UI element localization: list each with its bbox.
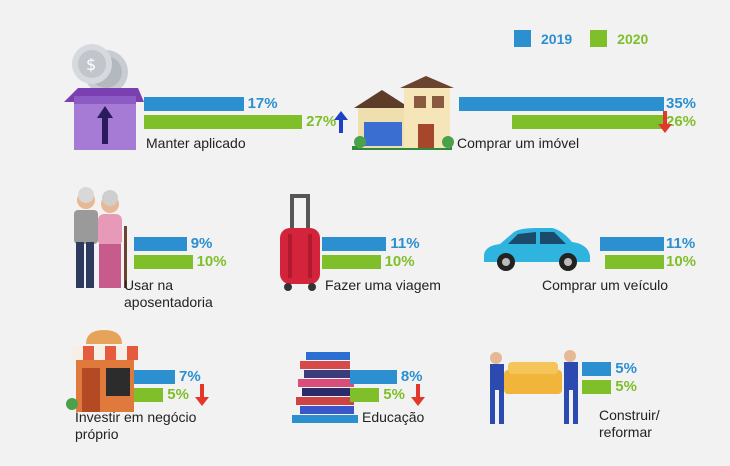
category-label-3: Fazer uma viagem [325, 277, 441, 294]
books-illustration [292, 352, 358, 423]
category-label-5: Investir em negócio próprio [75, 409, 196, 443]
svg-text:$: $ [86, 55, 96, 74]
value-label-2020-0: 27% [306, 113, 337, 130]
bar-2019-1 [459, 97, 664, 111]
bar-2019-6 [350, 370, 397, 384]
category-label-line: Fazer uma viagem [325, 277, 441, 293]
bar-2020-6 [350, 388, 380, 402]
shop-illustration [66, 330, 138, 412]
value-label-2020-2: 10% [196, 253, 227, 270]
category-label-2: Usar na aposentadoria [124, 277, 213, 311]
value-label-2020-1: 26% [666, 113, 697, 130]
legend-label-2020: 2020 [617, 30, 649, 47]
category-label-6: Educação [362, 409, 424, 426]
legend-swatch-2020 [590, 30, 608, 47]
trend-up-arrow-icon [334, 111, 349, 133]
category-label-7: Construir/reformar [599, 407, 660, 441]
category-label-line: Usar na [124, 277, 174, 293]
legend: 2019 2020 [514, 30, 656, 47]
value-label-2020-6: 5% [383, 386, 405, 403]
trend-down-arrow-icon [195, 384, 210, 406]
category-label-line: Investir em negócio [75, 409, 197, 425]
category-label-4: Comprar um veículo [542, 277, 668, 294]
value-label-2020-3: 10% [384, 253, 415, 270]
bar-2019-0 [144, 97, 244, 111]
suitcase-illustration [280, 194, 320, 291]
legend-swatch-2019 [514, 30, 531, 47]
value-label-2019-3: 11% [390, 235, 420, 252]
box-coins-illustration: $ [64, 44, 144, 150]
value-label-2019-6: 8% [400, 368, 423, 385]
value-label-2019-0: 17% [247, 95, 278, 112]
bar-2020-3 [322, 255, 381, 269]
category-label-line: aposentadoria [124, 294, 213, 310]
category-label-line: reformar [599, 424, 652, 440]
car-illustration [484, 228, 590, 271]
category-label-1: Comprar um imóvel [457, 135, 579, 152]
bar-2020-1 [511, 115, 664, 129]
value-label-2020-7: 5% [615, 378, 637, 395]
bar-2020-2 [134, 255, 193, 269]
value-label-2020-4: 10% [666, 253, 697, 270]
value-label-2019-1: 35% [666, 95, 697, 112]
bar-2020-5 [134, 388, 164, 402]
movers-illustration [490, 350, 578, 424]
elderly-couple-illustration [74, 187, 127, 288]
category-label-line: Comprar um imóvel [457, 135, 580, 151]
category-label-line: Comprar um veículo [542, 277, 669, 293]
bar-2019-7 [582, 362, 612, 376]
value-label-2020-5: 5% [167, 386, 189, 403]
category-label-0: Manter aplicado [146, 135, 246, 152]
value-label-2019-7: 5% [615, 360, 637, 377]
bar-2019-4 [599, 237, 664, 251]
value-label-2019-5: 7% [179, 368, 201, 385]
bar-2020-0 [144, 115, 303, 129]
value-label-2019-2: 9% [190, 235, 213, 252]
category-label-line: Educação [362, 409, 425, 425]
trend-down-arrow-icon [411, 384, 426, 406]
bar-2020-7 [582, 380, 612, 394]
category-label-line: próprio [75, 426, 119, 442]
trend-down-arrow-icon [658, 111, 672, 133]
category-label-line: Manter aplicado [146, 135, 246, 151]
category-label-line: Construir/ [599, 407, 660, 423]
bar-2019-2 [134, 237, 187, 251]
bar-2019-3 [322, 237, 387, 251]
value-label-2019-4: 11% [666, 235, 696, 252]
bar-2020-4 [605, 255, 664, 269]
bar-2019-5 [134, 370, 175, 384]
house-illustration [352, 76, 454, 150]
legend-label-2019: 2019 [541, 30, 573, 47]
